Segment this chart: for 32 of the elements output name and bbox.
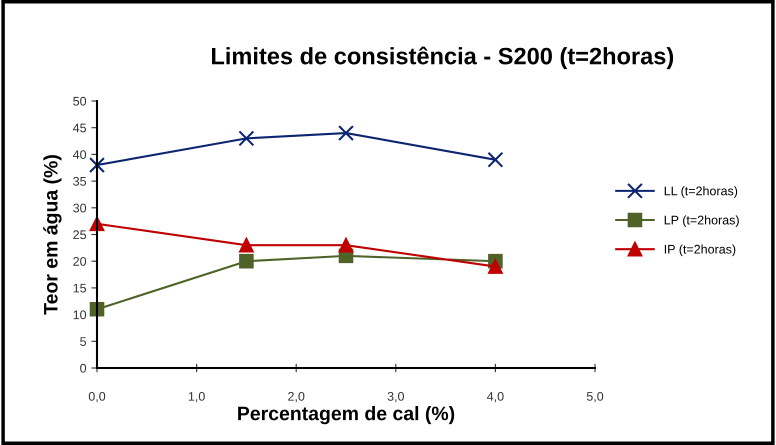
y-tick-label: 35 <box>73 176 86 186</box>
chart-title: Limites de consistência - S200 (t=2horas) <box>212 46 674 70</box>
legend-label: IP (t=2horas) <box>664 244 736 256</box>
point <box>239 254 254 268</box>
x-tick-label: 1,0 <box>188 392 205 402</box>
point <box>89 157 105 174</box>
y-tick-label: 40 <box>72 150 86 160</box>
y-tick-label: 15 <box>74 284 86 293</box>
point <box>90 302 104 317</box>
x-tick-label: 5,0 <box>586 392 604 402</box>
y-tick-label: 5 <box>80 337 86 346</box>
point <box>338 238 354 252</box>
point <box>238 130 254 146</box>
x-tick-label: 3,0 <box>388 392 404 402</box>
x-tick-label: 0,0 <box>88 392 106 402</box>
y-tick-label: 20 <box>73 257 86 266</box>
y-tick-label: 50 <box>73 96 86 106</box>
point <box>338 125 354 142</box>
y-tick-label: 10 <box>74 310 86 320</box>
y-tick-label: 0 <box>80 364 86 373</box>
y-tick-label: 30 <box>73 204 86 212</box>
point <box>239 238 254 252</box>
x-axis-title: Percentagem de cal (%) <box>238 406 454 424</box>
legend-label: LP (t=2horas) <box>664 215 739 227</box>
point <box>487 152 504 168</box>
x-tick-label: 4,0 <box>487 392 504 402</box>
legend-label: LL (t=2horas) <box>664 186 738 198</box>
point <box>488 259 503 274</box>
y-axis-title: Teor em água (%) <box>43 155 62 315</box>
y-tick-label: 25 <box>73 230 86 240</box>
x-tick-label: 2,0 <box>288 392 304 402</box>
y-tick-label: 45 <box>72 124 86 132</box>
